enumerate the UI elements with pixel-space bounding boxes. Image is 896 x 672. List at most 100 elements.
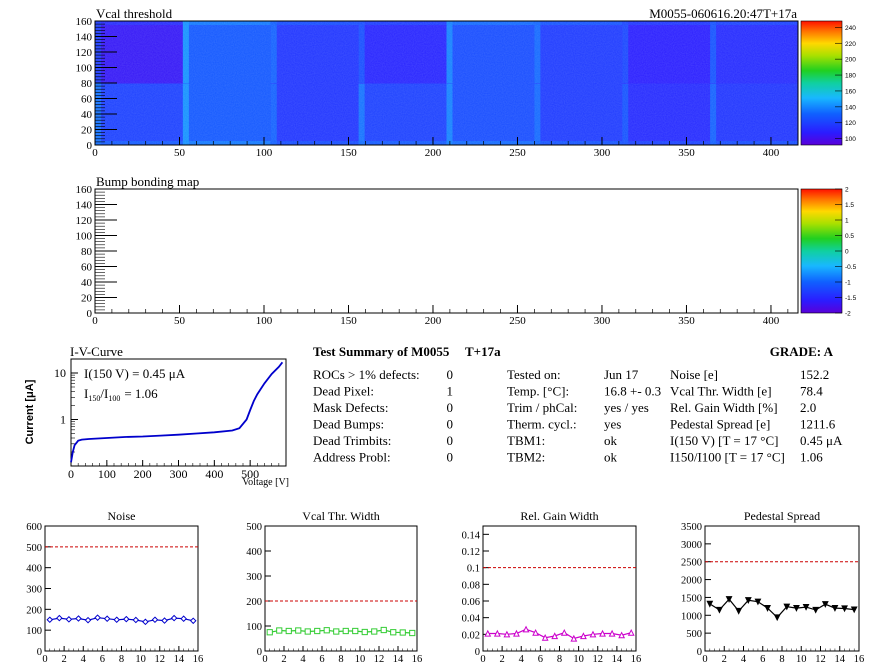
x-tick-label: 300 bbox=[594, 315, 611, 327]
summary-value: 1.06 bbox=[800, 450, 823, 465]
data-point bbox=[599, 629, 606, 637]
colorbar-tick-label: 100 bbox=[845, 136, 856, 143]
data-point bbox=[589, 630, 597, 638]
y-tick-label: 500 bbox=[686, 629, 702, 640]
y-tick-label: 0 bbox=[37, 647, 42, 658]
data-point bbox=[56, 614, 63, 622]
axes: 0 50 100 150 200 250 300 350 400 0 20 40 60 80 100 120 1… bbox=[76, 184, 789, 327]
series-line bbox=[269, 629, 413, 634]
summary-value: 0 bbox=[447, 433, 454, 448]
axes: 0 100 200 300 400 500 1 10 bbox=[54, 358, 287, 481]
data-point bbox=[532, 628, 540, 636]
data-point bbox=[361, 628, 368, 636]
x-tick-label: 14 bbox=[174, 654, 185, 665]
x-tick-label: 400 bbox=[763, 147, 780, 159]
summary-label: Address Probl: bbox=[313, 450, 391, 465]
summary-label: Vcal Thr. Width [e] bbox=[670, 384, 772, 399]
x-tick-label: 300 bbox=[170, 467, 188, 481]
x-tick-label: 6 bbox=[319, 654, 324, 665]
roc-tile bbox=[358, 83, 447, 146]
bump-map-title: Bump bonding map bbox=[96, 174, 199, 189]
x-tick-label: 150 bbox=[340, 315, 357, 327]
roc-edge-column bbox=[710, 21, 717, 83]
x-tick-label: 16 bbox=[193, 654, 204, 665]
summary-label: Mask Defects: bbox=[313, 400, 388, 415]
data-point bbox=[371, 628, 378, 635]
data-point bbox=[390, 629, 397, 636]
roc-edge-row bbox=[622, 21, 711, 25]
data-point bbox=[608, 629, 616, 637]
summary-label: TBM1: bbox=[507, 433, 545, 448]
x-tick-label: 0 bbox=[42, 654, 47, 665]
colorbar-ticks: 100 120 140 160 180 200 220 240 bbox=[835, 25, 856, 143]
y-tick-label: 0.12 bbox=[462, 547, 480, 558]
summary-label: Pedestal Spread [e] bbox=[670, 417, 770, 432]
x-tick-label: 8 bbox=[119, 654, 124, 665]
data-point bbox=[314, 627, 321, 635]
y-tick-label: 80 bbox=[81, 246, 93, 258]
x-tick-label: 16 bbox=[854, 654, 865, 665]
data-point bbox=[295, 627, 302, 634]
x-tick-label: 4 bbox=[300, 654, 306, 665]
y-tick-label: 60 bbox=[81, 94, 93, 106]
iv-xlabel: Voltage [V] bbox=[242, 477, 289, 488]
x-tick-label: 2 bbox=[722, 654, 727, 665]
summary-value: 0 bbox=[447, 367, 454, 382]
data-point bbox=[342, 627, 349, 635]
data-point bbox=[764, 605, 771, 612]
y-tick-label: 20 bbox=[81, 125, 93, 137]
summary-label: TBM2: bbox=[507, 450, 545, 465]
roc-edge-column bbox=[622, 21, 629, 83]
summary-rows: ROCs > 1% defects: 0 Dead Pixel: 1 Mask Defe… bbox=[313, 367, 843, 465]
data-point bbox=[793, 605, 800, 612]
y-tick-label: 0.02 bbox=[462, 630, 480, 641]
y-tick-label: 1000 bbox=[681, 611, 702, 622]
data-point bbox=[285, 627, 292, 635]
vcal-threshold-title: Vcal threshold bbox=[96, 6, 173, 21]
ratio-sub1: 150 bbox=[88, 394, 100, 403]
ratio-value: = 1.06 bbox=[124, 386, 158, 401]
y-tick-label: 500 bbox=[26, 543, 42, 554]
roc-tile bbox=[182, 83, 272, 146]
summary-label: Tested on: bbox=[507, 367, 561, 382]
x-tick-label: 8 bbox=[779, 654, 784, 665]
colorbar-tick-label: 200 bbox=[845, 57, 856, 64]
data-point bbox=[802, 603, 810, 611]
y-tick-label: 1 bbox=[60, 412, 66, 426]
data-point bbox=[94, 614, 101, 621]
colorbar-tick-label: 220 bbox=[845, 41, 856, 48]
summary-label: Dead Pixel: bbox=[313, 384, 374, 399]
roc-tile bbox=[710, 21, 799, 84]
x-tick-label: 10 bbox=[573, 654, 584, 665]
data-point bbox=[773, 614, 781, 622]
summary-label: Trim / phCal: bbox=[507, 400, 577, 415]
x-tick-label: 300 bbox=[594, 147, 611, 159]
data-point bbox=[132, 616, 140, 624]
iv-ylabel: Current [μA] bbox=[24, 379, 36, 444]
x-tick-label: 8 bbox=[557, 654, 562, 665]
summary-value: 16.8 +- 0.3 bbox=[604, 384, 661, 399]
roc-edge-row bbox=[710, 21, 798, 25]
data-point bbox=[142, 618, 149, 626]
colorbar-tick-label: -1 bbox=[845, 280, 851, 287]
data-point bbox=[725, 596, 733, 603]
y-tick-label: 500 bbox=[246, 522, 262, 533]
roc-edge-column bbox=[182, 21, 189, 83]
data-point bbox=[716, 606, 723, 614]
x-tick-label: 6 bbox=[100, 654, 105, 665]
data-point bbox=[409, 629, 416, 637]
colorbar-tick-label: 0.5 bbox=[845, 233, 854, 240]
roc-edge-column bbox=[534, 21, 541, 83]
data-point bbox=[754, 598, 762, 606]
x-tick-label: 50 bbox=[174, 315, 186, 327]
roc-edge-row bbox=[182, 21, 271, 25]
data-point bbox=[706, 600, 714, 608]
x-tick-label: 200 bbox=[134, 467, 152, 481]
y-tick-label: 10 bbox=[54, 366, 66, 380]
series-line bbox=[487, 628, 632, 640]
x-tick-label: 14 bbox=[612, 654, 623, 665]
roc-edge-row bbox=[270, 21, 359, 25]
y-tick-label: 300 bbox=[26, 585, 42, 596]
y-tick-label: 3000 bbox=[681, 540, 702, 551]
x-tick-label: 12 bbox=[374, 654, 385, 665]
